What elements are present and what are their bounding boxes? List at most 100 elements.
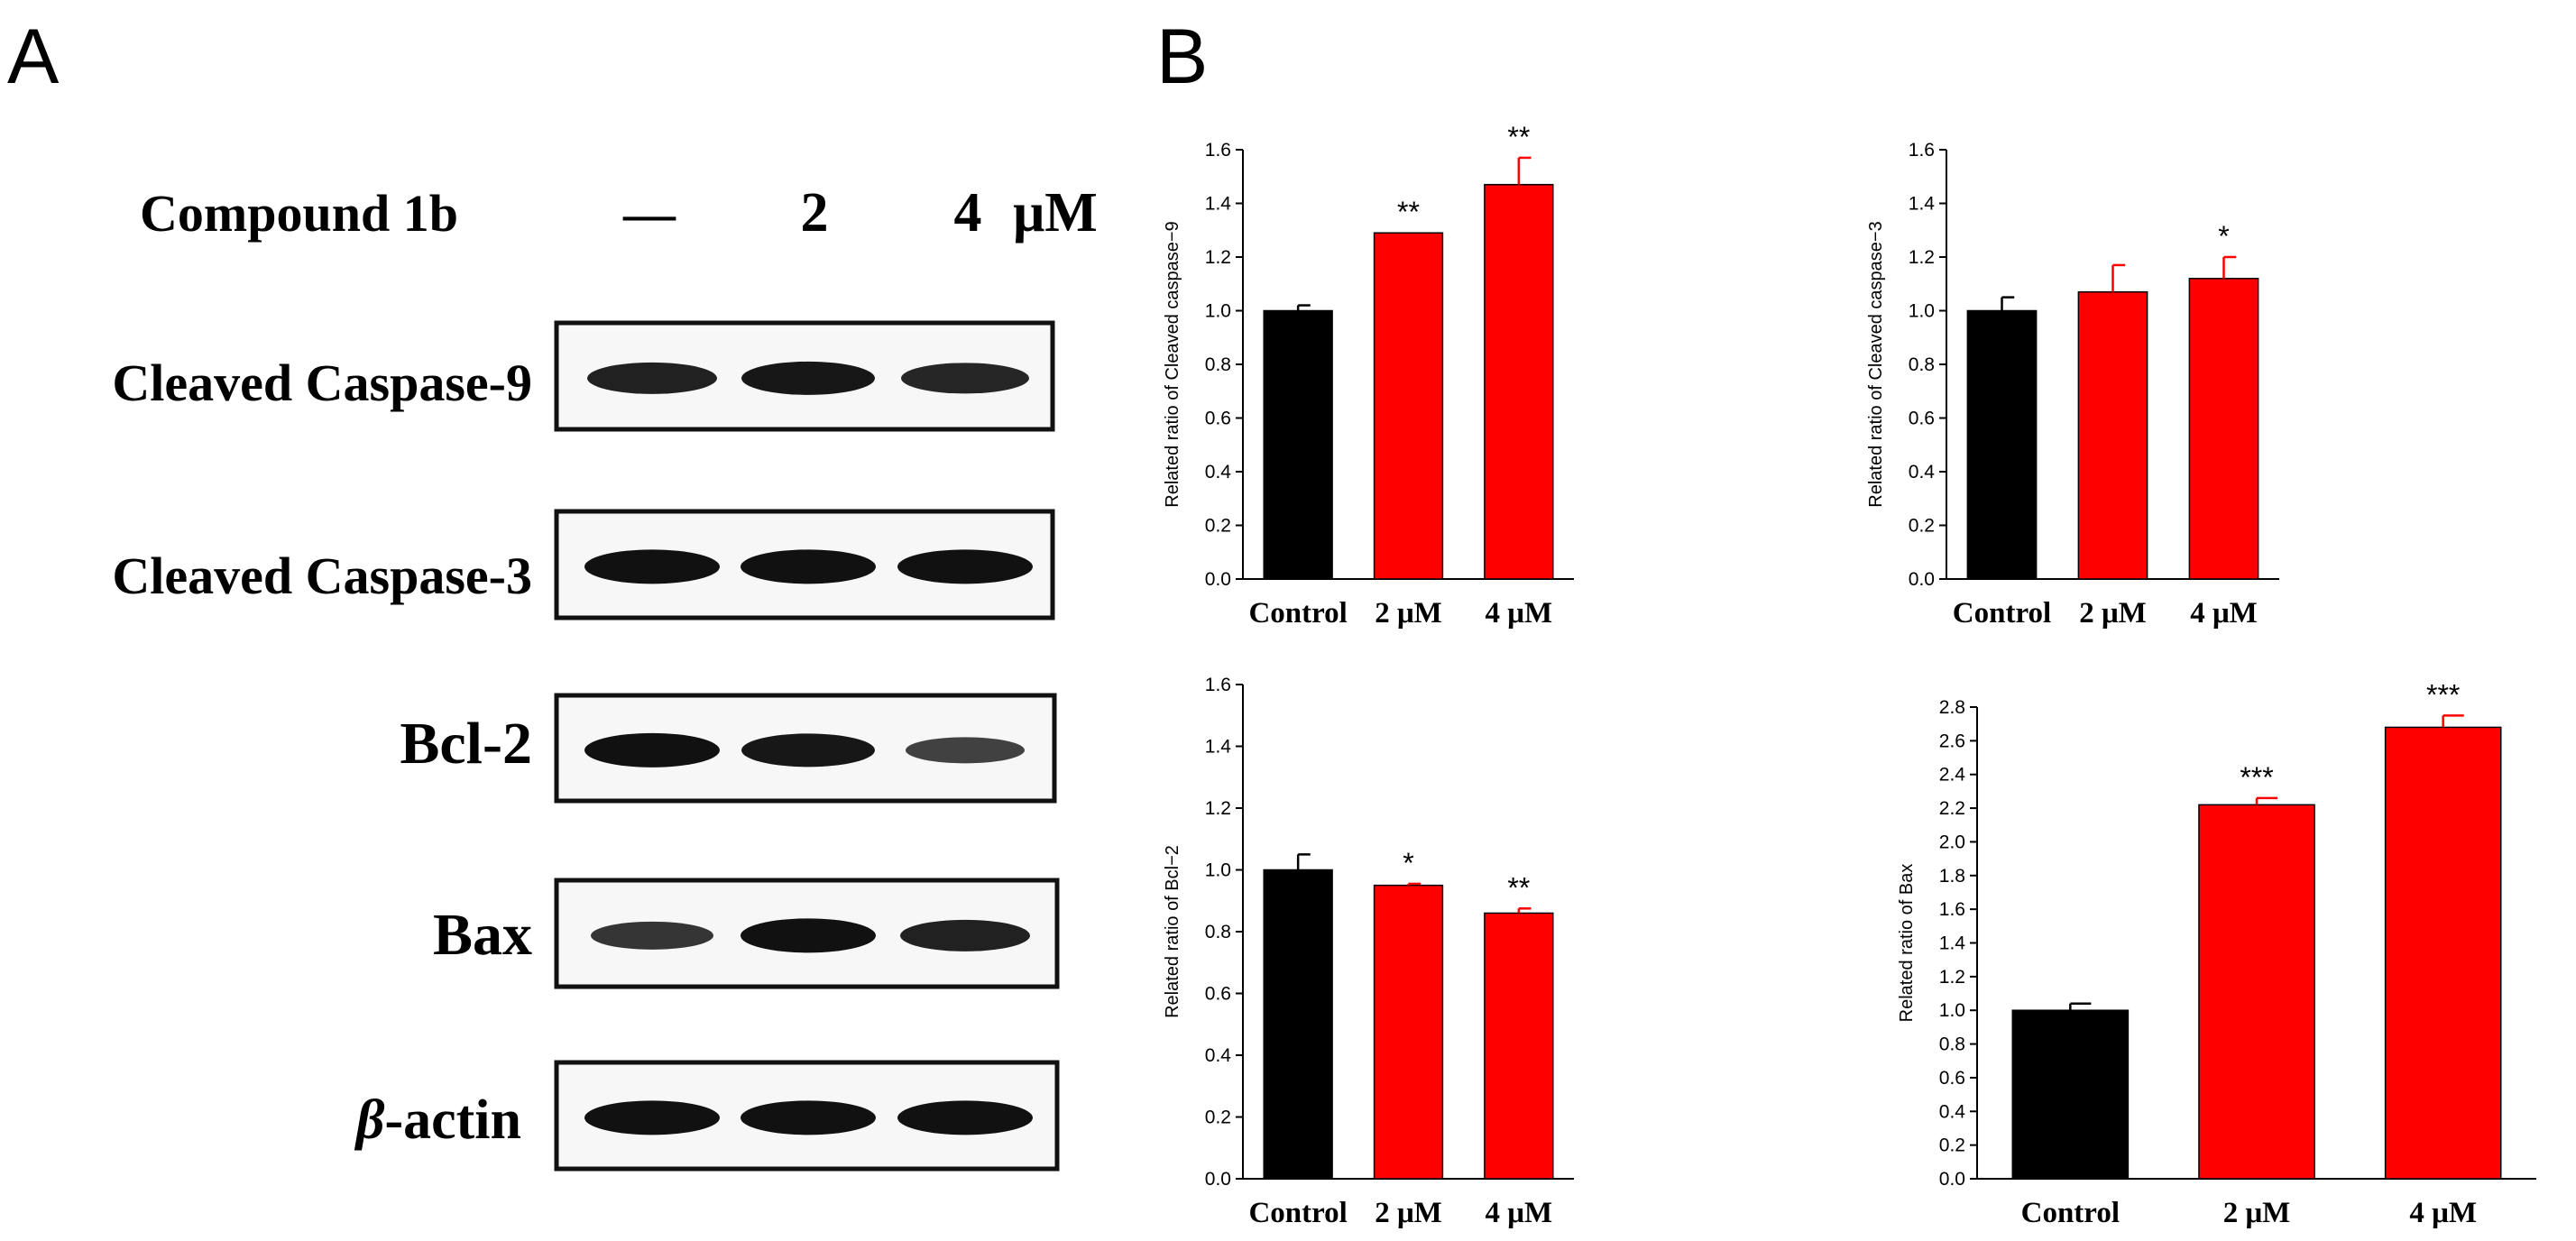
- significance-marker: **: [1507, 121, 1530, 153]
- blot-band: [900, 919, 1030, 951]
- significance-marker: *: [2218, 220, 2229, 253]
- x-tick-label: 2 μM: [1375, 597, 1442, 630]
- y-tick-label: 0.8: [1205, 922, 1231, 942]
- y-tick-label: 0.0: [1205, 569, 1231, 590]
- blot-band: [591, 921, 713, 950]
- blot-band: [741, 549, 876, 584]
- blot-label-bcl-2: Bcl-2: [400, 711, 532, 777]
- blot-band: [741, 733, 875, 768]
- bar: [1484, 183, 1554, 580]
- x-tick-label: Control: [1953, 597, 2051, 630]
- y-tick-label: 1.0: [1939, 1000, 1965, 1021]
- panel-b-label: B: [1156, 14, 1208, 100]
- lane-label-unit: μM: [1013, 182, 1098, 244]
- bar: [1484, 912, 1554, 1180]
- significance-marker: ***: [2240, 761, 2273, 794]
- y-tick-label: 1.0: [1909, 301, 1935, 322]
- panel-a-label: A: [7, 14, 60, 100]
- y-tick-label: 1.2: [1939, 967, 1965, 988]
- y-tick-label: 0.4: [1205, 462, 1232, 483]
- y-tick-label: 0.0: [1909, 569, 1935, 590]
- y-tick-label: 0.6: [1205, 984, 1231, 1005]
- y-tick-label: 0.6: [1205, 409, 1231, 429]
- bar: [2384, 726, 2502, 1180]
- chart-3: 0.0 0.2 0.4 0.6 0.8 1.0 1.2 1.4 1.6 Related ratio…: [1163, 675, 1574, 1229]
- y-tick-label: 0.2: [1205, 516, 1231, 537]
- y-tick-label: 1.4: [1205, 737, 1232, 758]
- blot-band: [584, 732, 720, 768]
- significance-marker: ***: [2426, 678, 2460, 711]
- bar: [2011, 1009, 2130, 1180]
- blot-band: [906, 737, 1025, 764]
- y-tick-label: 1.4: [1939, 933, 1966, 954]
- y-tick-label: 2.8: [1939, 697, 1965, 718]
- blot-band: [741, 361, 875, 395]
- blot-band: [901, 363, 1029, 394]
- blot-band: [897, 1100, 1033, 1135]
- lane-label-4: 4: [954, 182, 982, 244]
- y-tick-label: 1.6: [1205, 675, 1231, 695]
- lane-label-2: 2: [801, 182, 829, 244]
- x-tick-label: 2 μM: [2079, 597, 2147, 630]
- bar: [1263, 309, 1333, 580]
- y-tick-label: 0.2: [1939, 1135, 1965, 1156]
- chart-1: 0.0 0.2 0.4 0.6 0.8 1.0 1.2 1.4 1.6 Related ratio…: [1163, 121, 1574, 630]
- y-tick-label: 0.8: [1939, 1034, 1965, 1055]
- y-tick-label: 0.0: [1939, 1169, 1965, 1190]
- lane-label-control: —: [622, 184, 676, 243]
- x-tick-label: 4 μM: [2409, 1197, 2477, 1229]
- y-tick-label: 2.2: [1939, 798, 1965, 819]
- y-tick-label: 0.6: [1939, 1068, 1965, 1089]
- y-tick-label: 1.4: [1205, 194, 1232, 215]
- bar-charts: 0.0 0.2 0.4 0.6 0.8 1.0 1.2 1.4 1.6 Related ratio…: [1163, 121, 2536, 1229]
- y-tick-label: 0.2: [1909, 516, 1935, 537]
- blot-band: [587, 362, 717, 394]
- x-tick-label: 2 μM: [2223, 1197, 2291, 1229]
- y-tick-label: 1.6: [1939, 899, 1965, 920]
- bar: [1373, 232, 1444, 580]
- y-tick-label: 0.6: [1909, 409, 1935, 429]
- x-tick-label: Control: [2021, 1197, 2120, 1229]
- y-axis-label: Related ratio of Cleaved caspase−3: [1866, 221, 1886, 507]
- y-tick-label: 1.2: [1205, 798, 1231, 819]
- y-tick-label: 0.8: [1909, 354, 1935, 375]
- y-tick-label: 1.2: [1909, 247, 1935, 268]
- blot-band: [584, 1100, 720, 1135]
- bar: [1263, 869, 1333, 1180]
- blot-band: [584, 549, 720, 584]
- blot-band: [741, 1100, 876, 1135]
- significance-marker: **: [1507, 871, 1530, 904]
- y-tick-label: 1.4: [1909, 194, 1936, 215]
- bar: [2188, 278, 2259, 580]
- y-tick-label: 1.6: [1909, 140, 1935, 161]
- bar: [2198, 804, 2315, 1180]
- blot-band: [741, 918, 876, 953]
- chart-2: 0.0 0.2 0.4 0.6 0.8 1.0 1.2 1.4 1.6 Related ratio…: [1866, 140, 2279, 630]
- x-tick-label: 2 μM: [1375, 1197, 1442, 1229]
- y-tick-label: 1.2: [1205, 247, 1231, 268]
- y-axis-label: Related ratio of Bax: [1897, 864, 1917, 1023]
- western-blot-panels: [554, 320, 1060, 1172]
- blot-label-bax: Bax: [433, 902, 532, 968]
- blot-band: [897, 549, 1033, 584]
- significance-marker: **: [1397, 196, 1420, 228]
- y-tick-label: 2.4: [1939, 765, 1966, 786]
- x-tick-label: Control: [1248, 597, 1347, 630]
- treatment-label: Compound 1b: [140, 184, 458, 243]
- y-tick-label: 0.4: [1939, 1101, 1966, 1122]
- y-tick-label: 1.0: [1205, 301, 1231, 322]
- y-tick-label: 1.8: [1939, 866, 1965, 887]
- significance-marker: *: [1403, 847, 1413, 879]
- x-tick-label: 4 μM: [1486, 1197, 1553, 1229]
- blot-label-cleaved-caspase-3: Cleaved Caspase-3: [112, 547, 532, 605]
- y-axis-label: Related ratio of Cleaved caspase−9: [1163, 221, 1182, 507]
- bar: [2077, 290, 2148, 580]
- beta-symbol: β: [354, 1089, 385, 1151]
- y-tick-label: 1.0: [1205, 860, 1231, 881]
- x-tick-label: 4 μM: [1486, 597, 1553, 630]
- y-axis-label: Related ratio of Bcl−2: [1163, 845, 1182, 1018]
- x-tick-label: Control: [1248, 1197, 1347, 1229]
- y-tick-label: 2.0: [1939, 832, 1965, 852]
- x-tick-label: 4 μM: [2190, 597, 2258, 630]
